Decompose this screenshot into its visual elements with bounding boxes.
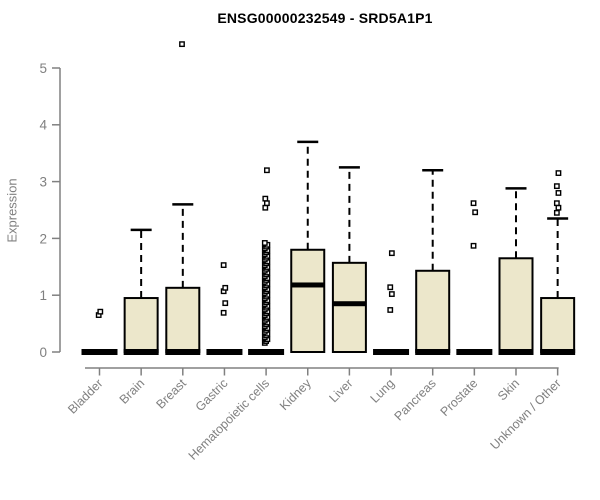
y-tick-label: 1 xyxy=(39,288,47,303)
outlier-point xyxy=(470,242,477,249)
outlier-point xyxy=(264,167,270,174)
collapsed-box-lung xyxy=(373,349,410,355)
x-tick-label: Unknown / Other xyxy=(488,376,564,452)
chart-title: ENSG00000232549 - SRD5A1P1 xyxy=(217,10,433,26)
outlier-point xyxy=(388,291,395,297)
collapsed-box-hematopoietic-cells xyxy=(248,349,285,355)
outlier-point xyxy=(553,209,560,216)
outlier-point xyxy=(264,200,270,207)
median-line xyxy=(123,349,159,355)
outlier-point xyxy=(553,200,560,207)
box-brain xyxy=(123,297,159,354)
outlier-point xyxy=(388,250,395,257)
box-liver xyxy=(331,261,367,354)
outlier-point xyxy=(220,262,227,268)
y-tick-label: 4 xyxy=(39,118,47,133)
collapsed-box-gastric xyxy=(206,349,243,355)
outlier-point xyxy=(555,190,562,196)
y-tick-label: 2 xyxy=(39,231,47,246)
x-tick-label: Prostate xyxy=(438,376,481,419)
outlier-point xyxy=(222,284,229,291)
outlier-point xyxy=(472,209,479,216)
median-line xyxy=(498,349,534,355)
median-line xyxy=(332,301,366,307)
collapsed-box-prostate xyxy=(456,349,493,355)
outlier-point xyxy=(555,170,562,176)
outlier-point xyxy=(387,307,394,313)
median-line xyxy=(415,349,451,355)
outlier-point xyxy=(179,41,185,48)
outlier-point xyxy=(555,204,562,211)
x-tick-label: Hematopoietic cells xyxy=(186,376,273,463)
median-line xyxy=(540,349,576,355)
x-tick-label: Bladder xyxy=(65,376,105,416)
outlier-point xyxy=(261,240,268,246)
outlier-point xyxy=(220,309,227,316)
x-tick-label: Kidney xyxy=(277,376,314,413)
x-tick-label: Lung xyxy=(368,376,398,406)
x-tick-label: Gastric xyxy=(193,376,231,414)
median-line xyxy=(165,349,201,355)
x-tick-label: Pancreas xyxy=(392,376,439,423)
box-pancreas xyxy=(415,269,451,353)
median-line xyxy=(291,282,325,288)
x-tick-label: Brain xyxy=(117,376,148,407)
outlier-point xyxy=(97,308,104,315)
outlier-point xyxy=(262,204,269,211)
x-tick-label: Liver xyxy=(326,376,355,405)
outlier-point xyxy=(470,200,477,207)
box-unknown-other xyxy=(540,297,576,354)
outlier-point xyxy=(222,300,229,307)
box-kidney xyxy=(290,248,326,353)
collapsed-box-bladder xyxy=(81,349,118,355)
outlier-point xyxy=(262,195,269,202)
box-breast xyxy=(165,286,201,354)
y-tick-label: 0 xyxy=(39,345,47,360)
outlier-point xyxy=(553,183,560,190)
outlier-point xyxy=(387,284,394,291)
x-tick-label: Breast xyxy=(153,376,189,412)
y-tick-label: 5 xyxy=(39,61,47,76)
x-tick-label: Skin xyxy=(495,376,522,403)
y-tick-label: 3 xyxy=(39,174,47,189)
box-skin xyxy=(498,257,534,353)
